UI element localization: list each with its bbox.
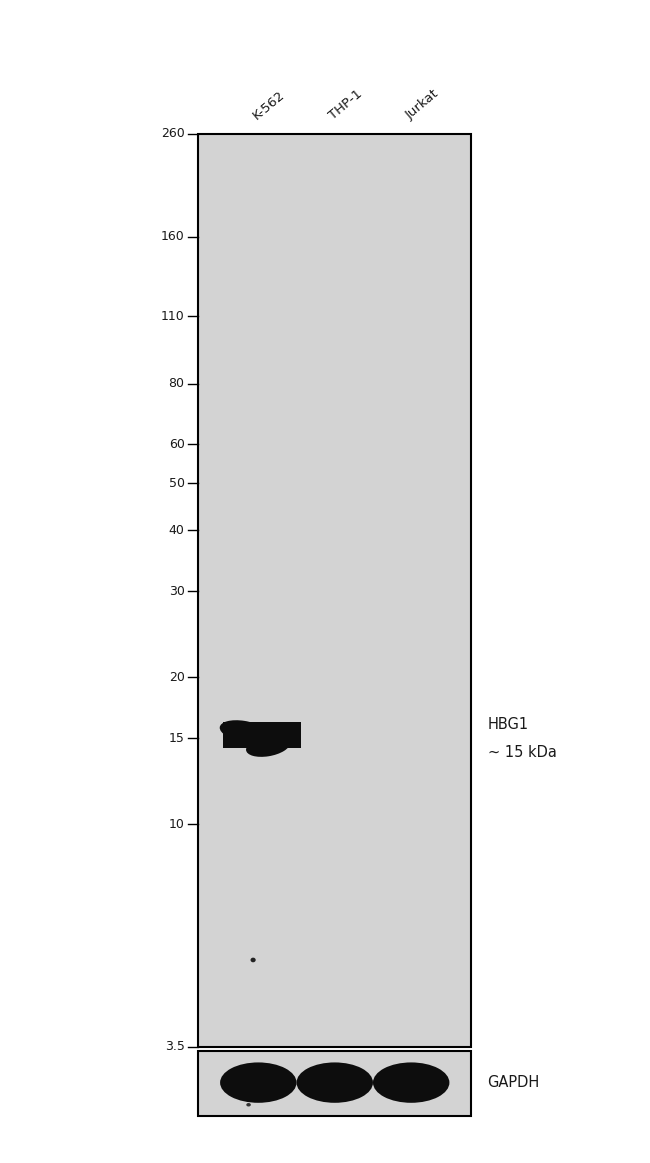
- Text: 260: 260: [161, 127, 185, 141]
- Text: Jurkat: Jurkat: [403, 87, 441, 122]
- Text: 10: 10: [169, 818, 185, 830]
- Text: K-562: K-562: [250, 88, 287, 122]
- Ellipse shape: [296, 1063, 373, 1103]
- Text: 160: 160: [161, 230, 185, 243]
- Text: 80: 80: [168, 377, 185, 390]
- Text: 20: 20: [169, 671, 185, 684]
- Text: ~ 15 kDa: ~ 15 kDa: [488, 744, 556, 759]
- Text: 3.5: 3.5: [164, 1040, 185, 1054]
- Bar: [198, 1051, 471, 1116]
- Bar: [198, 134, 471, 1047]
- Text: 40: 40: [169, 523, 185, 537]
- Text: 110: 110: [161, 309, 185, 322]
- Ellipse shape: [220, 720, 268, 742]
- Text: 50: 50: [168, 477, 185, 490]
- Text: 30: 30: [169, 585, 185, 598]
- Text: 15: 15: [169, 732, 185, 744]
- Text: 60: 60: [169, 438, 185, 451]
- Text: GAPDH: GAPDH: [488, 1075, 540, 1090]
- Ellipse shape: [250, 957, 255, 962]
- Ellipse shape: [220, 1063, 296, 1103]
- Ellipse shape: [246, 1103, 251, 1106]
- Ellipse shape: [246, 736, 290, 757]
- Ellipse shape: [373, 1063, 449, 1103]
- Text: THP-1: THP-1: [326, 87, 365, 122]
- Text: HBG1: HBG1: [488, 716, 528, 732]
- Bar: [222, 722, 300, 748]
